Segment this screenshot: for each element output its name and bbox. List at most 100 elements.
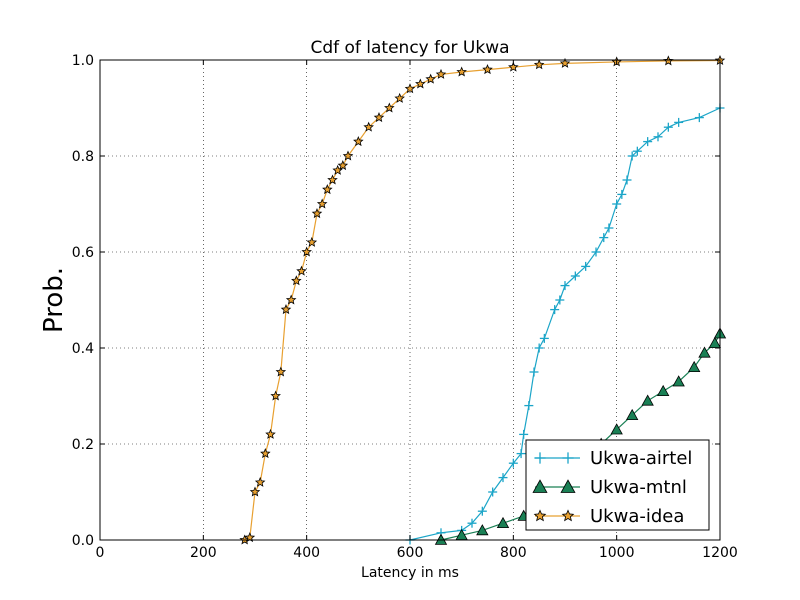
data-point <box>434 533 448 545</box>
data-point <box>280 304 292 315</box>
data-point <box>533 59 545 70</box>
data-point <box>285 294 297 305</box>
data-point <box>296 265 307 276</box>
y-axis-label: Prob. <box>39 267 69 333</box>
data-point <box>425 73 436 84</box>
legend-label: Ukwa-airtel <box>590 448 692 469</box>
data-point <box>641 394 654 406</box>
data-point <box>674 117 684 127</box>
data-point <box>394 92 405 103</box>
data-point <box>599 233 609 243</box>
data-point <box>610 423 623 435</box>
x-tick-label: 800 <box>500 545 527 561</box>
x-tick-label: 200 <box>190 545 217 561</box>
data-point <box>404 83 416 94</box>
data-point <box>672 375 685 387</box>
data-point <box>529 367 539 377</box>
data-point <box>306 236 318 247</box>
data-point <box>337 160 349 171</box>
data-point <box>653 132 663 142</box>
data-point <box>663 55 674 66</box>
data-point <box>260 448 271 459</box>
data-point <box>627 151 637 161</box>
data-point <box>488 487 498 497</box>
data-point <box>698 346 711 358</box>
data-point <box>435 68 447 79</box>
legend-marker <box>534 452 546 464</box>
data-point <box>249 486 261 497</box>
data-point <box>581 261 591 271</box>
data-point <box>275 366 287 377</box>
data-point <box>555 295 565 305</box>
data-point <box>687 360 701 373</box>
x-axis-label: Latency in ms <box>361 565 459 581</box>
legend-marker <box>562 452 574 464</box>
data-point <box>539 333 549 343</box>
legend: Ukwa-airtel Ukwa-mtnl Ukwa-idea <box>525 439 710 531</box>
data-point <box>363 121 374 132</box>
data-point <box>384 102 395 113</box>
data-point <box>373 112 385 123</box>
data-point <box>694 113 704 123</box>
data-point <box>342 150 354 161</box>
data-point <box>254 476 266 487</box>
legend-marker <box>561 509 575 522</box>
data-point <box>550 305 560 315</box>
x-tick-label: 0 <box>96 545 105 561</box>
y-tick-label: 1.0 <box>72 53 94 69</box>
x-tick-label: 400 <box>293 545 320 561</box>
data-point <box>498 473 508 483</box>
data-point <box>622 175 632 185</box>
data-point <box>467 518 477 528</box>
x-tick-label: 1000 <box>599 545 635 561</box>
data-point <box>617 189 627 199</box>
axis-ticks: 0 200 400 600 800 1000 1200 0.0 0.2 0.4 0.6 0.8 1.0 <box>72 53 738 561</box>
x-tick-label: 600 <box>397 545 424 561</box>
data-point <box>570 271 580 281</box>
data-point <box>559 57 571 68</box>
data-point <box>415 78 426 89</box>
data-point <box>612 199 622 209</box>
legend-marker <box>560 479 576 493</box>
legend-label: Ukwa-mtnl <box>590 477 687 498</box>
data-point <box>508 61 519 72</box>
legend-box <box>525 439 710 531</box>
data-point <box>516 449 526 459</box>
y-tick-label: 0.6 <box>72 245 94 261</box>
data-point <box>508 458 518 468</box>
data-point <box>604 223 614 233</box>
data-point <box>322 184 333 195</box>
data-point <box>496 516 510 528</box>
data-point <box>534 343 544 353</box>
data-point <box>632 146 642 156</box>
y-tick-label: 0.8 <box>72 149 94 165</box>
data-point <box>519 429 529 439</box>
data-point <box>301 246 312 257</box>
data-point <box>353 136 364 147</box>
data-point <box>477 506 487 516</box>
data-point <box>265 428 276 439</box>
legend-marker <box>533 509 547 522</box>
data-point <box>643 137 653 147</box>
y-tick-label: 0.4 <box>72 341 94 357</box>
data-point <box>708 336 722 349</box>
data-point <box>656 384 670 397</box>
data-point <box>316 198 328 209</box>
chart-title: Cdf of latency for Ukwa <box>310 38 509 58</box>
data-point <box>476 524 489 536</box>
y-tick-label: 0.0 <box>72 533 94 549</box>
y-tick-label: 0.2 <box>72 437 94 453</box>
data-point <box>327 174 338 185</box>
data-point <box>591 247 601 257</box>
data-point <box>482 64 493 75</box>
data-point <box>456 66 467 77</box>
data-point <box>524 401 534 411</box>
data-point <box>311 208 323 219</box>
x-tick-label: 1200 <box>702 545 738 561</box>
data-point <box>560 281 570 291</box>
data-point <box>270 390 281 401</box>
data-point <box>663 122 673 132</box>
legend-label: Ukwa-idea <box>590 506 684 527</box>
data-point <box>625 408 639 421</box>
